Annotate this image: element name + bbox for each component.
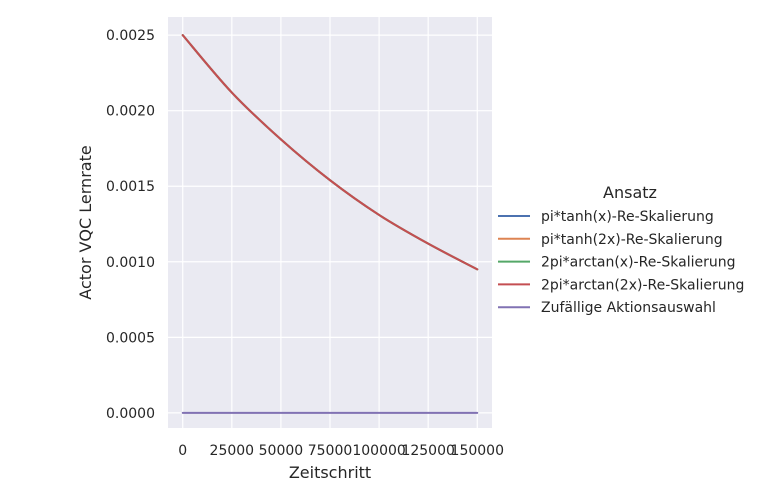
legend-item-label: 2pi*arctan(x)-Re-Skalierung xyxy=(541,255,735,271)
y-tick-label: 0.0005 xyxy=(106,330,155,346)
x-tick-label: 150000 xyxy=(451,443,504,459)
legend-item-label: 2pi*arctan(2x)-Re-Skalierung xyxy=(541,277,744,293)
legend-item-label: Zufällige Aktionsauswahl xyxy=(541,300,716,316)
legend-item-label: pi*tanh(x)-Re-Skalierung xyxy=(541,209,714,225)
x-tick-label: 75000 xyxy=(308,443,353,459)
x-axis-label: Zeitschritt xyxy=(289,463,371,482)
legend-title: Ansatz xyxy=(603,183,657,202)
y-tick-label: 0.0015 xyxy=(106,179,155,195)
x-tick-label: 100000 xyxy=(352,443,405,459)
y-axis-ticks: 0.0000 0.0005 0.0010 0.0015 0.0020 0.0025 xyxy=(106,28,155,422)
x-tick-label: 25000 xyxy=(210,443,255,459)
y-tick-label: 0.0000 xyxy=(106,406,155,422)
y-tick-label: 0.0010 xyxy=(106,255,155,271)
y-tick-label: 0.0020 xyxy=(106,104,155,120)
y-axis-label: Actor VQC Lernrate xyxy=(76,145,95,299)
x-tick-label: 50000 xyxy=(259,443,304,459)
x-tick-label: 0 xyxy=(178,443,187,459)
x-tick-label: 125000 xyxy=(401,443,454,459)
series-lines xyxy=(181,34,479,414)
series-line xyxy=(181,34,479,271)
legend: Ansatz pi*tanh(x)-Re-Skalierung pi*tanh(2… xyxy=(498,183,744,316)
legend-item-label: pi*tanh(2x)-Re-Skalierung xyxy=(541,232,723,248)
y-tick-label: 0.0025 xyxy=(106,28,155,44)
